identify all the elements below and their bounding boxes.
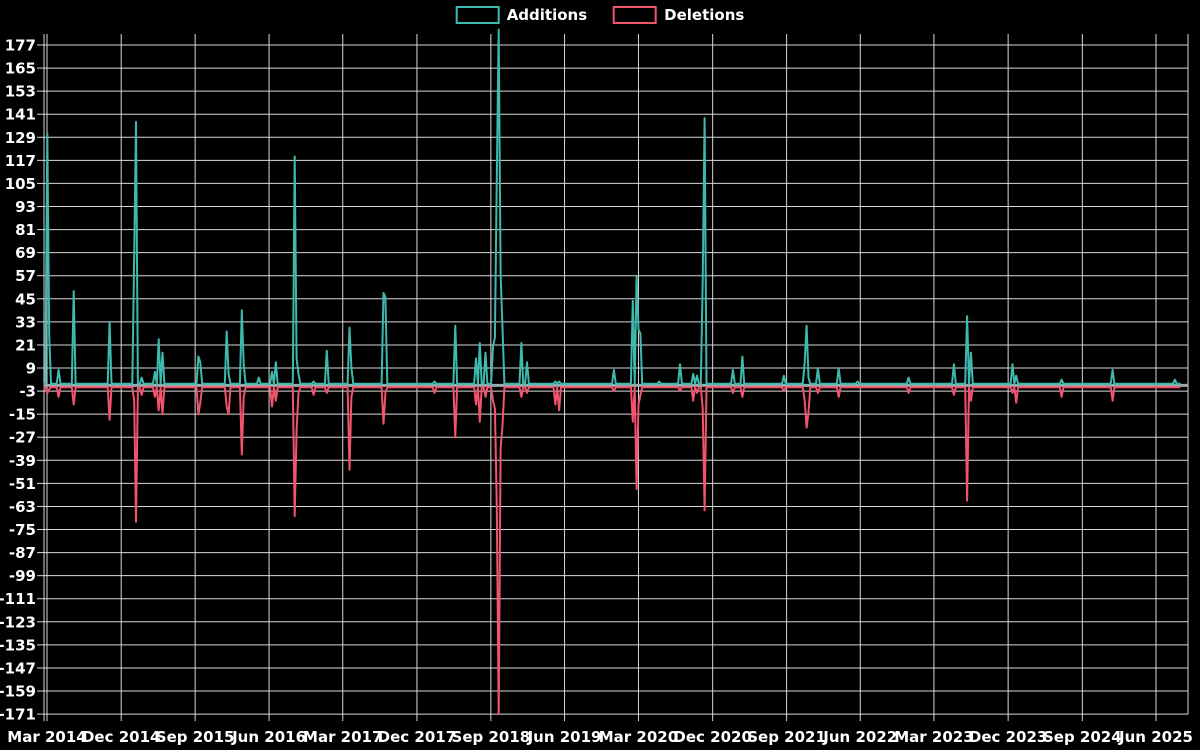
y-tick-label: -135: [0, 636, 36, 654]
legend-label-additions: Additions: [506, 6, 588, 24]
y-tick-label: 153: [5, 83, 36, 101]
y-tick-label: 105: [5, 175, 36, 193]
x-tick-label: Dec 2014: [82, 728, 161, 746]
y-tick-label: 93: [15, 198, 36, 216]
x-tick-label: Sep 2024: [1043, 728, 1122, 746]
additions-series: [43, 28, 1181, 385]
y-tick-label: 117: [5, 152, 36, 170]
y-tick-label: 21: [15, 336, 36, 354]
y-tick-label: -147: [0, 659, 36, 677]
y-tick-label: -87: [9, 544, 36, 562]
x-tick-label: Jun 2025: [1118, 728, 1193, 746]
x-tick-label: Jun 2016: [231, 728, 306, 746]
x-tick-label: Jun 2022: [822, 728, 897, 746]
x-tick-label: Sep 2015: [156, 728, 235, 746]
gridlines: [43, 34, 1189, 722]
deletions-series: [43, 386, 1181, 716]
x-tick-label: Dec 2020: [673, 728, 752, 746]
legend-item-deletions[interactable]: Deletions: [613, 6, 744, 24]
y-tick-label: -123: [0, 613, 36, 631]
x-tick-label: Mar 2017: [303, 728, 382, 746]
x-tick-label: Sep 2021: [747, 728, 826, 746]
x-tick-label: Sep 2018: [452, 728, 531, 746]
y-tick-label: -51: [9, 475, 36, 493]
y-tick-label: -75: [9, 521, 36, 539]
x-tick-label: Jun 2019: [527, 728, 602, 746]
y-tick-label: -171: [0, 706, 36, 724]
y-tick-label: 141: [5, 106, 36, 124]
y-tick-label: -39: [9, 452, 36, 470]
y-tick-label: -111: [0, 590, 36, 608]
legend-item-additions[interactable]: Additions: [455, 6, 588, 24]
y-axis: 177 165 153 141 129 117 105 93 81 69 57 45 33 21 9 -3 -1…: [0, 37, 44, 724]
deletions-swatch-icon: [613, 6, 658, 24]
y-tick-label: 129: [5, 129, 36, 147]
x-tick-label: Mar 2020: [599, 728, 678, 746]
x-tick-label: Mar 2023: [894, 728, 973, 746]
y-tick-label: 81: [15, 221, 36, 239]
legend-label-deletions: Deletions: [664, 6, 745, 24]
additions-swatch-icon: [455, 6, 500, 24]
y-tick-label: 9: [26, 360, 36, 378]
y-tick-label: -15: [9, 406, 36, 424]
x-tick-label: Mar 2014: [7, 728, 86, 746]
y-tick-label: 177: [5, 37, 36, 55]
y-tick-label: -159: [0, 683, 36, 701]
y-tick-label: 45: [15, 290, 36, 308]
y-tick-label: -27: [9, 429, 36, 447]
x-tick-label: Dec 2023: [969, 728, 1048, 746]
y-tick-label: 57: [15, 267, 36, 285]
y-tick-label: -63: [9, 498, 36, 516]
y-tick-label: 33: [15, 313, 36, 331]
y-tick-label: 165: [5, 60, 36, 78]
y-tick-label: -99: [9, 567, 36, 585]
chart-legend: Additions Deletions: [455, 6, 744, 24]
x-tick-label: Dec 2017: [378, 728, 457, 746]
y-tick-label: 69: [15, 244, 36, 262]
y-tick-label: -3: [19, 383, 36, 401]
